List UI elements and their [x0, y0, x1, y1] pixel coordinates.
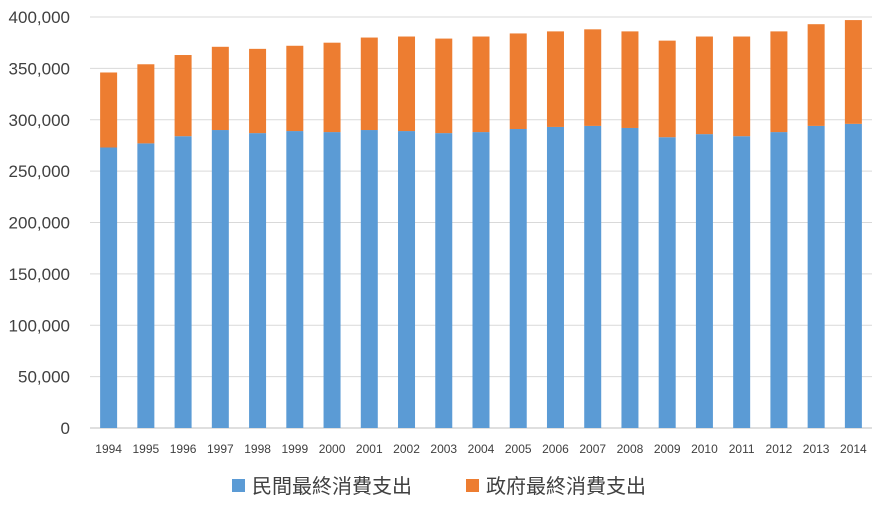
- bar-segment-government: [584, 29, 602, 126]
- x-tick-label: 2011: [729, 442, 755, 456]
- y-tick-label: 50,000: [18, 368, 70, 387]
- legend-label-government: 政府最終消費支出: [486, 474, 646, 498]
- bar-segment-government: [509, 33, 527, 129]
- x-tick-label: 1999: [281, 442, 308, 456]
- x-tick-label: 2008: [617, 442, 644, 456]
- x-tick-label: 2003: [430, 442, 457, 456]
- bar-segment-private: [546, 126, 564, 428]
- x-tick-label: 2004: [468, 442, 495, 456]
- x-tick-label: 2010: [691, 442, 718, 456]
- x-tick-label: 2012: [766, 442, 793, 456]
- bar-segment-private: [174, 136, 192, 428]
- x-tick-label: 1998: [244, 442, 271, 456]
- bar-segment-private: [137, 143, 155, 428]
- bar-segment-private: [323, 132, 341, 428]
- bar-segment-private: [770, 132, 788, 428]
- x-tick-label: 2001: [356, 442, 383, 456]
- bar-segment-government: [658, 40, 676, 138]
- bar-segment-private: [695, 134, 713, 428]
- x-tick-label: 1995: [133, 442, 160, 456]
- y-tick-label: 300,000: [9, 111, 70, 130]
- y-tick-label: 100,000: [9, 316, 70, 335]
- bar-segment-private: [211, 130, 229, 428]
- x-tick-label: 2009: [654, 442, 681, 456]
- legend: 民間最終消費支出 政府最終消費支出: [232, 474, 646, 498]
- bar-segment-private: [286, 131, 304, 429]
- y-tick-label: 150,000: [9, 265, 70, 284]
- bar-segment-government: [398, 36, 416, 132]
- x-tick-label: 1997: [207, 442, 234, 456]
- bar-segment-private: [100, 147, 118, 428]
- legend-label-private: 民間最終消費支出: [252, 474, 412, 498]
- legend-swatch-private: [232, 479, 245, 492]
- x-tick-label: 2014: [840, 442, 867, 456]
- x-tick-label: 2006: [542, 442, 569, 456]
- bar-segment-government: [137, 64, 155, 144]
- bar-segment-government: [435, 38, 453, 134]
- x-tick-label: 2007: [579, 442, 606, 456]
- y-axis-tick-labels: 0 50,000 100,000 150,000 200,000 250,000 300,0…: [9, 8, 70, 438]
- bar-segment-government: [844, 20, 862, 124]
- bar-segment-government: [323, 42, 341, 133]
- bar-segment-government: [695, 36, 713, 135]
- bar-segment-private: [807, 125, 825, 428]
- legend-swatch-government: [466, 479, 479, 492]
- bar-segment-government: [807, 24, 825, 126]
- x-tick-label: 1996: [170, 442, 197, 456]
- bar-segment-government: [286, 45, 304, 132]
- y-tick-label: 0: [61, 419, 70, 438]
- bar-segment-private: [398, 131, 416, 429]
- x-tick-label: 2000: [319, 442, 346, 456]
- bar-segment-private: [509, 128, 527, 428]
- bar-segment-government: [472, 36, 490, 133]
- bar-segment-private: [844, 123, 862, 429]
- bar-segment-private: [472, 132, 490, 428]
- bar-segment-government: [546, 31, 564, 127]
- bar-segment-government: [211, 46, 229, 131]
- bar-segment-private: [733, 136, 751, 428]
- bar-segment-private: [435, 133, 453, 429]
- bar-segment-government: [621, 31, 639, 128]
- bar-segment-government: [733, 36, 751, 137]
- bar-segment-government: [174, 55, 192, 137]
- y-tick-label: 350,000: [9, 59, 70, 78]
- bar-segment-government: [360, 37, 378, 131]
- y-tick-label: 200,000: [9, 214, 70, 233]
- bar-segment-government: [249, 48, 267, 134]
- bar-segment-private: [621, 127, 639, 428]
- bar-segment-government: [100, 72, 118, 148]
- y-tick-label: 250,000: [9, 162, 70, 181]
- x-tick-label: 2013: [803, 442, 830, 456]
- bar-segment-private: [584, 125, 602, 428]
- x-axis-tick-labels: 1994 1995 1996 1997 1998 1999 2000 2001 2002 2003…: [95, 442, 867, 456]
- x-tick-label: 1994: [95, 442, 122, 456]
- bars: [100, 20, 862, 429]
- bar-segment-government: [770, 31, 788, 133]
- bar-segment-private: [360, 130, 378, 428]
- x-tick-label: 2002: [393, 442, 420, 456]
- x-tick-label: 2005: [505, 442, 532, 456]
- y-tick-label: 400,000: [9, 8, 70, 27]
- bar-segment-private: [658, 137, 676, 428]
- bar-segment-private: [249, 133, 267, 429]
